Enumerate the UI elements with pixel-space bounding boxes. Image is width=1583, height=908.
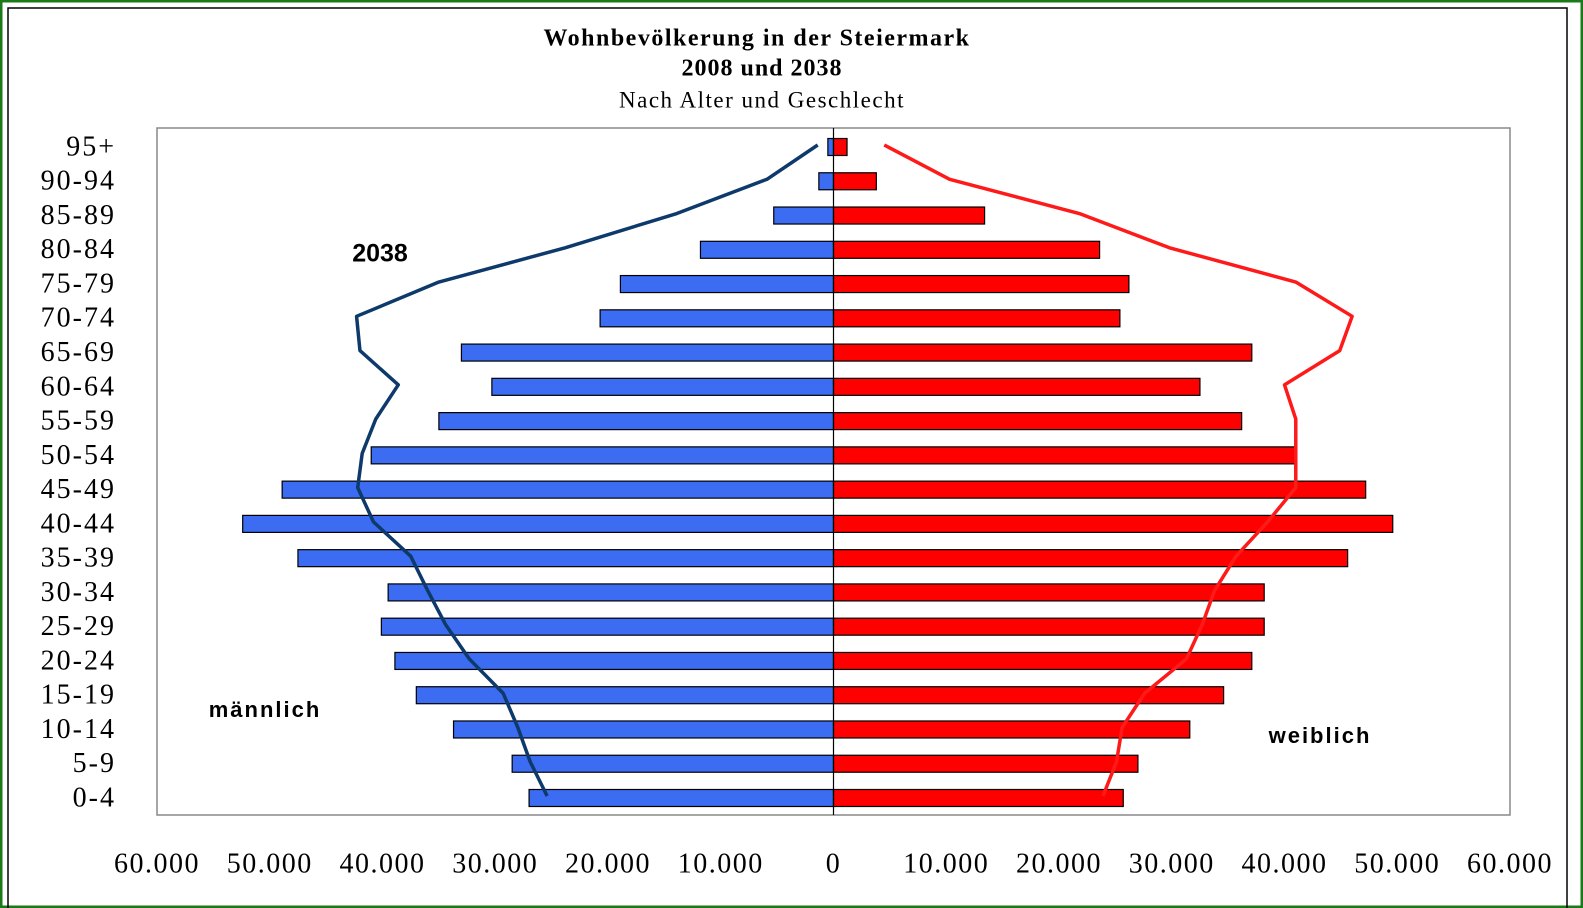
- bar: [394, 651, 835, 671]
- bar: [832, 686, 1225, 705]
- line-2038: [354, 143, 819, 797]
- bar: [297, 549, 835, 568]
- x-tick-label: 20.000: [1016, 848, 1102, 879]
- bar: [619, 274, 835, 294]
- bar: [832, 788, 1124, 808]
- bar: [832, 343, 1253, 362]
- bar: [832, 172, 877, 191]
- bar: [438, 412, 835, 431]
- bar: [832, 583, 1265, 602]
- annotation: 2038: [352, 240, 408, 268]
- chart-subtitle: Nach Alter und Geschlecht: [619, 87, 905, 112]
- y-tick-label: 50-54: [41, 440, 116, 471]
- y-tick-label: 90-94: [41, 166, 116, 197]
- y-tick-label: 40-44: [41, 508, 116, 539]
- bar: [528, 788, 835, 808]
- y-tick-label: 95+: [66, 131, 116, 162]
- y-tick-label: 45-49: [41, 474, 116, 505]
- bar: [491, 377, 835, 396]
- y-tick-label: 85-89: [41, 200, 116, 231]
- bar: [832, 206, 986, 225]
- bar: [773, 206, 835, 225]
- chart-subtitle: 2008 und 2038: [681, 56, 842, 82]
- bar: [370, 446, 835, 465]
- y-tick-label: 65-69: [41, 337, 116, 368]
- y-tick-label: 0-4: [73, 782, 116, 813]
- x-tick-label: 60.000: [114, 848, 200, 879]
- x-tick-label: 30.000: [1129, 848, 1215, 879]
- y-tick-label: 15-19: [41, 680, 116, 711]
- annotation: weiblich: [1268, 723, 1372, 748]
- y-tick-label: 35-39: [41, 543, 116, 574]
- y-tick-label: 5-9: [73, 748, 116, 779]
- x-tick-label: 10.000: [678, 848, 764, 879]
- x-tick-label: 40.000: [1242, 848, 1328, 879]
- bar: [832, 377, 1201, 396]
- x-tick-label: 50.000: [1354, 848, 1440, 879]
- line-2038: [883, 143, 1354, 797]
- bar: [242, 514, 835, 533]
- y-tick-label: 20-24: [41, 645, 116, 676]
- bar: [832, 240, 1101, 259]
- x-tick-label: 10.000: [903, 848, 989, 879]
- bar: [599, 309, 835, 328]
- y-tick-label: 30-34: [41, 577, 116, 608]
- bar: [281, 480, 835, 499]
- x-tick-label: 60.000: [1467, 848, 1553, 879]
- chart-title: Wohnbevölkerung in der Steiermark: [543, 26, 970, 52]
- chart-border: [7, 7, 1568, 908]
- bar: [818, 172, 835, 191]
- x-tick-label: 20.000: [565, 848, 651, 879]
- bar: [832, 754, 1139, 773]
- bar: [460, 343, 835, 362]
- bar: [832, 309, 1121, 328]
- bar: [832, 720, 1191, 739]
- bar: [832, 137, 848, 157]
- y-tick-label: 70-74: [41, 303, 116, 334]
- bar: [832, 274, 1130, 294]
- x-tick-label: 40.000: [340, 848, 426, 879]
- bar: [387, 583, 835, 602]
- bar: [699, 240, 835, 259]
- x-tick-label: 0: [826, 848, 842, 879]
- bar: [832, 446, 1297, 465]
- bar: [832, 514, 1394, 533]
- y-tick-label: 75-79: [41, 268, 116, 299]
- bar: [832, 412, 1243, 431]
- y-tick-label: 60-64: [41, 371, 116, 402]
- y-tick-label: 80-84: [41, 234, 116, 265]
- y-tick-label: 55-59: [41, 406, 116, 437]
- x-tick-label: 30.000: [452, 848, 538, 879]
- y-tick-label: 25-29: [41, 611, 116, 642]
- annotation: männlich: [209, 697, 322, 722]
- bar: [832, 480, 1367, 499]
- bar: [415, 686, 835, 705]
- bar: [511, 754, 835, 773]
- x-tick-label: 50.000: [227, 848, 313, 879]
- y-tick-label: 10-14: [41, 714, 116, 745]
- bar: [832, 549, 1349, 568]
- bar: [827, 137, 835, 157]
- bar: [452, 720, 835, 739]
